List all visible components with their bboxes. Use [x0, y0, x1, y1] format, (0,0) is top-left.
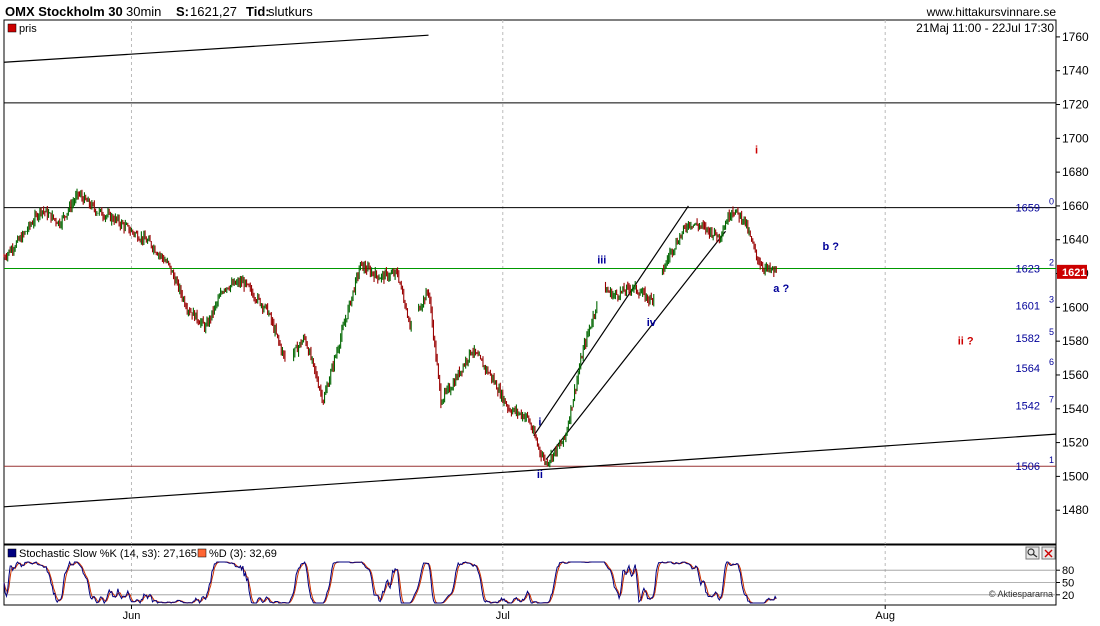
fib-level-value: 1542 [1016, 400, 1040, 412]
fib-level-value: 1582 [1016, 333, 1040, 345]
fib-level-id: 2 [1049, 257, 1054, 267]
wave-label: ii [537, 469, 543, 481]
wave-label: i [755, 145, 758, 157]
wave-label: ii ? [958, 336, 974, 348]
magnifier-icon [1027, 548, 1035, 556]
price-legend-label: pris [19, 23, 37, 35]
price-tick-label: 1700 [1062, 131, 1089, 145]
chart-title-instrument: OMX Stockholm 30 [5, 4, 123, 19]
stoch-k-legend-swatch [7, 548, 17, 558]
stoch-d-legend-label: %D (3): 32,69 [209, 548, 277, 560]
fib-level-id: 5 [1049, 327, 1054, 337]
price-tick-label: 1600 [1062, 300, 1089, 314]
trendline [533, 205, 689, 437]
stoch-tick-label: 50 [1062, 578, 1074, 590]
last-price-value: 1621,27 [190, 4, 237, 19]
price-tick-label: 1660 [1062, 199, 1089, 213]
fib-level-id: 3 [1049, 295, 1054, 305]
price-tick-label: 1560 [1062, 368, 1089, 382]
price-tick-label: 1540 [1062, 402, 1089, 416]
trendline [3, 433, 1057, 508]
date-range: 21Maj 11:00 - 22Jul 17:30 [916, 21, 1054, 35]
stoch-d-legend-swatch [197, 548, 207, 558]
current-price-tag-box [1057, 264, 1087, 279]
price-legend-swatch [7, 23, 17, 33]
price-type-label: Tid: [246, 4, 270, 19]
trendline [545, 230, 727, 460]
wave-label: iii [597, 254, 606, 266]
zoom-button[interactable] [1025, 546, 1040, 560]
chart-title-interval: 30min [126, 4, 161, 19]
wave-label: b ? [822, 241, 839, 253]
price-tick-label: 1680 [1062, 165, 1089, 179]
stoch-d-line [3, 561, 777, 604]
price-type-value: slutkurs [268, 4, 313, 19]
last-price-label: S: [176, 4, 189, 19]
trendline [3, 34, 429, 63]
fib-level-value: 1506 [1016, 461, 1040, 473]
x-axis-label-aug: Aug [875, 610, 895, 622]
fib-level-value: 1564 [1016, 363, 1040, 375]
price-tick-label: 1720 [1062, 98, 1089, 112]
fib-level-id: 7 [1049, 394, 1054, 404]
price-tick-label: 1520 [1062, 436, 1089, 450]
x-axis-label-jul: Jul [496, 610, 510, 622]
fib-level-value: 1623 [1016, 263, 1040, 275]
price-tick-label: 1740 [1062, 64, 1089, 78]
stoch-tick-label: 80 [1062, 565, 1074, 577]
price-panel-frame [3, 19, 1057, 545]
stoch-k-legend-label: Stochastic Slow %K (14, s3): 27,165 [19, 548, 197, 560]
close-panel-button[interactable] [1041, 546, 1056, 560]
wave-label: a ? [773, 283, 789, 295]
fib-level-value: 1659 [1016, 203, 1040, 215]
wave-label: iv [647, 317, 657, 329]
wave-label: i [538, 417, 541, 429]
price-tick-label: 1580 [1062, 334, 1089, 348]
stoch-k-line [3, 560, 777, 605]
price-tick-label: 1760 [1062, 30, 1089, 44]
stoch-tick-label: 20 [1062, 590, 1074, 602]
fib-level-id: 6 [1049, 357, 1054, 367]
fib-level-value: 1601 [1016, 301, 1040, 313]
fib-level-id: 1 [1049, 455, 1054, 465]
x-axis-label-jun: Jun [123, 610, 141, 622]
price-tick-label: 1480 [1062, 503, 1089, 517]
site-url[interactable]: www.hittakursvinnare.se [926, 5, 1057, 19]
copyright-label: © Aktiespararna [989, 589, 1053, 599]
price-tick-label: 1500 [1062, 469, 1089, 483]
price-tick-label: 1640 [1062, 233, 1089, 247]
fib-level-id: 0 [1049, 197, 1054, 207]
current-price-tag: 1621 [1062, 267, 1086, 279]
